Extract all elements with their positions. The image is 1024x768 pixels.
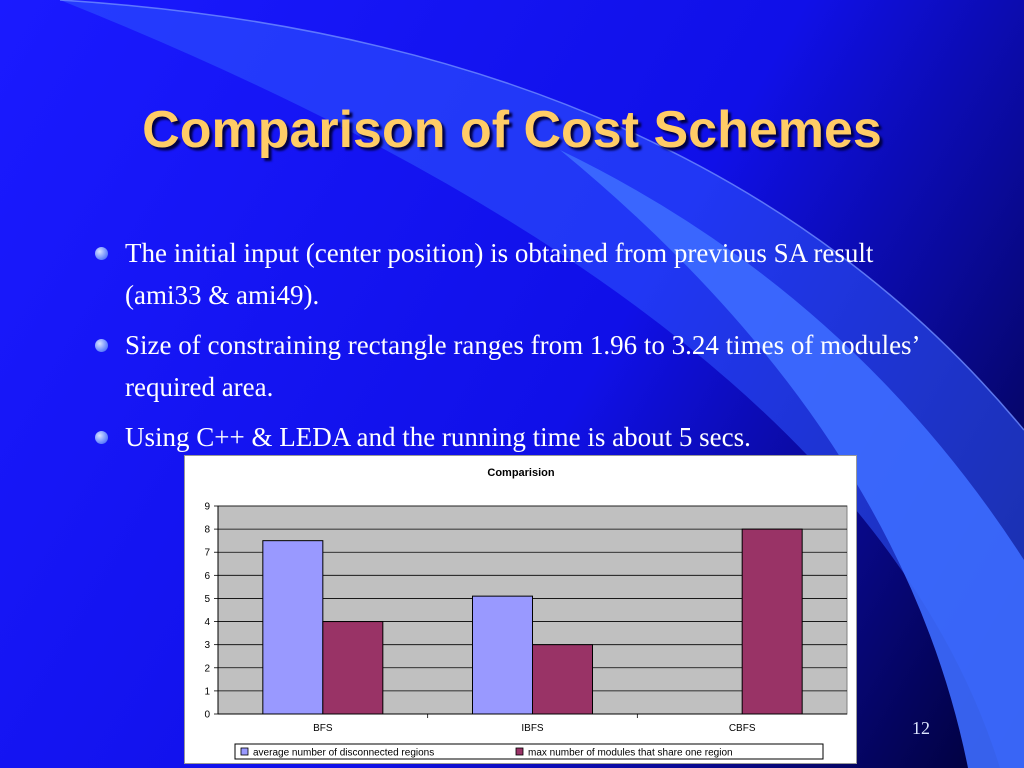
legend-label-series-2: max number of modules that share one reg…	[528, 748, 733, 759]
legend-label-series-1: average number of disconnected regions	[253, 748, 434, 759]
bullet-dot-icon	[95, 339, 108, 352]
legend-swatch-series-2	[515, 747, 524, 756]
bullet-item: Size of constraining rectangle ranges fr…	[95, 324, 955, 408]
y-tick-label: 6	[204, 571, 210, 582]
bar-ibfs-series-2	[532, 644, 593, 715]
legend-box	[234, 743, 824, 760]
y-tick-label: 9	[204, 502, 210, 513]
bar-bfs-series-1	[262, 540, 324, 715]
bullet-text: Size of constraining rectangle ranges fr…	[125, 330, 919, 402]
bar-cbfs-series-2	[741, 528, 803, 715]
bullet-text: Using C++ & LEDA and the running time is…	[125, 422, 751, 452]
x-tick-label: CBFS	[729, 723, 756, 734]
y-tick-label: 1	[204, 686, 210, 697]
y-tick-label: 3	[204, 640, 210, 651]
x-tick-label: IBFS	[521, 723, 544, 734]
x-tick-label: BFS	[313, 723, 333, 734]
bullet-list: The initial input (center position) is o…	[95, 232, 955, 466]
page-number: 12	[912, 718, 930, 738]
bullet-dot-icon	[95, 247, 108, 260]
y-tick-label: 7	[204, 548, 210, 559]
chart-title: Comparision	[487, 467, 555, 479]
bar-ibfs-series-1	[472, 595, 533, 715]
bullet-text: The initial input (center position) is o…	[125, 238, 874, 310]
slide-title: Comparison of Cost Schemes	[142, 101, 882, 159]
y-tick-label: 5	[204, 594, 210, 605]
y-tick-label: 4	[204, 617, 210, 628]
y-tick-label: 0	[204, 710, 210, 721]
bar-bfs-series-2	[322, 621, 384, 715]
chart-canvas: Comparision 0 1 2 3 4 5 6 7 8 9 BFS IBFS CBFS average …	[204, 467, 848, 760]
comparison-chart: Comparision 0 1 2 3 4 5 6 7 8 9 BFS IBFS CBFS average …	[184, 455, 857, 764]
y-tick-label: 8	[204, 525, 210, 536]
bullet-dot-icon	[95, 431, 108, 444]
legend-swatch-series-1	[240, 747, 249, 756]
bullet-item: The initial input (center position) is o…	[95, 232, 955, 316]
bullet-item: Using C++ & LEDA and the running time is…	[95, 416, 955, 458]
y-tick-label: 2	[204, 663, 210, 674]
